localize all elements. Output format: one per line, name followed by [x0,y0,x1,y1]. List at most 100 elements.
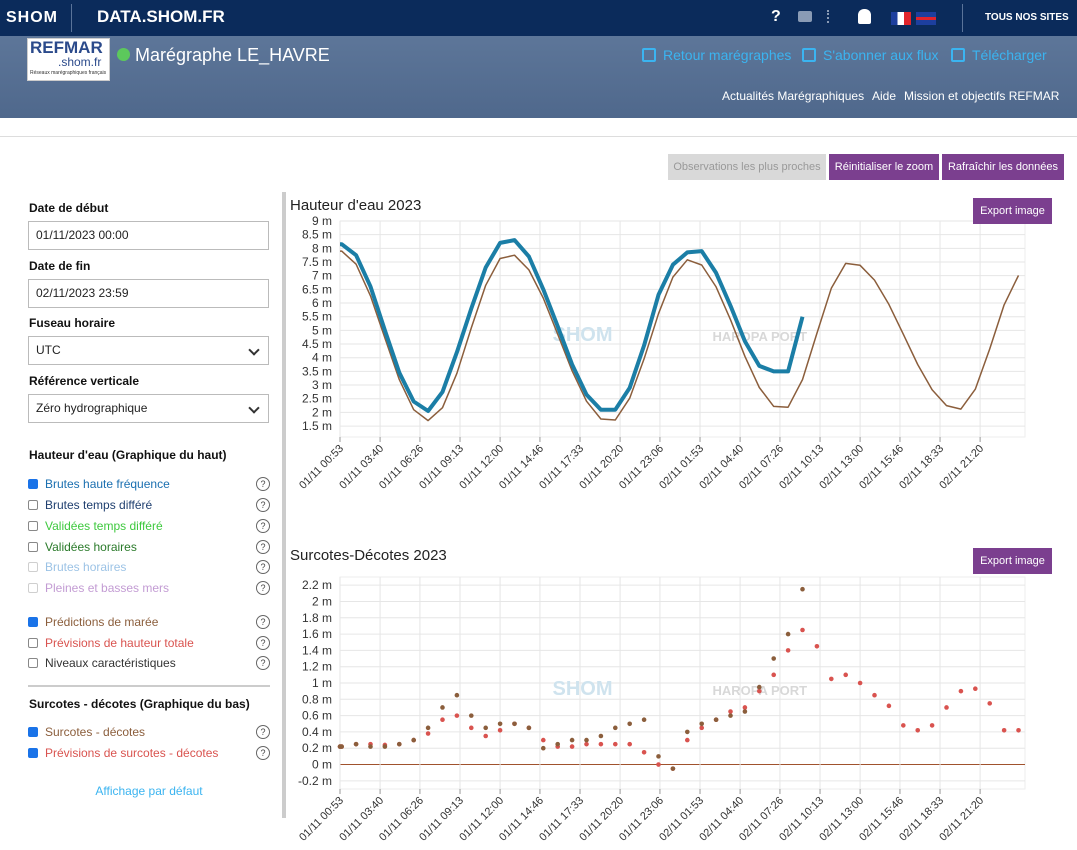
select[interactable]: Zéro hydrographique [28,394,269,423]
back-link[interactable]: Retour marégraphes [663,47,792,63]
refresh-button[interactable]: Rafraîchir les données [942,154,1064,180]
y-tick-label: 5.5 m [302,310,332,324]
user-icon[interactable] [858,9,871,24]
checkbox-label[interactable]: Niveaux caractéristiques [45,656,176,670]
checkbox-label[interactable]: Brutes temps différé [45,498,153,512]
text-input[interactable]: 02/11/2023 23:59 [28,279,269,308]
all-sites[interactable]: TOUS NOS SITES [985,12,1069,23]
data-point [670,766,676,771]
nearest-button[interactable]: Observations les plus proches [668,154,826,180]
download-link[interactable]: Télécharger [972,47,1047,63]
download-link-icon[interactable] [951,48,965,62]
help-icon[interactable]: ? [256,498,270,512]
data-point [886,703,892,709]
checkbox[interactable] [28,521,38,531]
y-tick-label: 2.2 m [302,578,332,592]
checkbox-label[interactable]: Prévisions de hauteur totale [45,636,194,650]
plot-area [339,220,1026,438]
checkbox[interactable] [28,617,38,627]
reset-zoom-button[interactable]: Réinitialiser le zoom [829,154,939,180]
help-icon[interactable]: ? [771,8,781,25]
news-link[interactable]: Actualités Marégraphiques [722,89,865,103]
series-line [339,238,805,413]
data-point [656,762,661,767]
y-tick-label: 0.8 m [302,692,332,706]
reset-link[interactable]: Affichage par défaut [95,784,203,798]
checkbox-label[interactable]: Brutes haute fréquence [45,477,170,491]
checkbox [28,562,38,572]
checkbox-label[interactable]: Validées temps différé [45,519,163,533]
data-point [569,744,575,749]
help-icon[interactable]: ? [256,746,270,760]
y-tick-label: 1.6 m [302,627,332,641]
checkbox[interactable] [28,479,38,489]
y-tick-label: 2 m [312,405,332,419]
help-icon[interactable]: ? [256,656,270,670]
checkbox-label: Pleines et basses mers [45,581,170,595]
data-point [396,741,402,747]
checkbox-label[interactable]: Prédictions de marée [45,615,159,629]
export-button[interactable]: Export image [973,548,1052,574]
y-tick-label: 6.5 m [302,282,332,296]
data-point [468,713,474,718]
y-tick-label: 1.8 m [302,611,332,625]
y-tick-label: 7.5 m [302,255,332,269]
checkbox[interactable] [28,500,38,510]
back-link-icon[interactable] [642,48,656,62]
help-icon[interactable]: ? [256,477,270,491]
data-point [771,656,777,661]
help-icon[interactable]: ? [256,519,270,533]
data-point [1001,727,1007,733]
help-link[interactable]: Aide [872,89,897,103]
select[interactable]: UTC [28,336,269,365]
help-icon[interactable]: ? [256,636,270,650]
data-point [814,644,820,649]
data-point [699,725,705,731]
print-icon[interactable] [798,11,812,22]
checkbox[interactable] [28,658,38,668]
help-icon[interactable]: ? [256,540,270,554]
checkbox[interactable] [28,748,38,758]
checkbox-label: Brutes horaires [45,560,127,574]
y-tick-label: 3 m [312,378,332,392]
data-point [584,741,589,747]
data-point [901,723,906,728]
data-point [368,744,373,749]
mission-link[interactable]: Mission et objectifs REFMAR [904,89,1060,103]
data-point [987,701,993,706]
data-point [843,672,849,678]
help-icon[interactable]: ? [256,560,270,574]
field-label: Date de fin [29,259,91,273]
data-point [627,741,632,747]
subscribe-link[interactable]: S'abonner aux flux [823,47,939,63]
watermark: SHOM [553,678,613,700]
field-label: Fuseau horaire [29,316,116,330]
data-point [483,733,488,739]
checkbox-label[interactable]: Surcotes - décotes [45,725,146,739]
y-tick-label: 0.2 m [302,741,332,755]
y-tick-label: 1.4 m [302,643,332,657]
site-name[interactable]: DATA.SHOM.FR [97,7,225,26]
help-icon[interactable]: ? [256,725,270,739]
checkbox-label[interactable]: Validées horaires [45,540,137,554]
group-title: Hauteur d'eau (Graphique du haut) [29,448,227,462]
checkbox[interactable] [28,542,38,552]
data-point [829,676,834,682]
data-point [757,688,762,694]
help-icon[interactable]: ? [256,615,270,629]
data-point [641,717,647,722]
checkbox[interactable] [28,727,38,737]
y-tick-label: 4.5 m [302,337,332,351]
checkbox-label[interactable]: Prévisions de surcotes - décotes [45,746,219,760]
subscribe-link-icon[interactable] [802,48,816,62]
help-icon[interactable]: ? [256,581,270,595]
text-input[interactable]: 01/11/2023 00:00 [28,221,269,250]
flag-fr[interactable] [891,12,911,25]
data-point [425,731,431,736]
checkbox[interactable] [28,638,38,648]
refmar-logo [27,38,110,81]
share-icon[interactable] [827,10,841,23]
y-tick-label: 9 m [312,214,332,228]
watermark: SHOM [553,324,613,346]
export-button[interactable]: Export image [973,198,1052,224]
